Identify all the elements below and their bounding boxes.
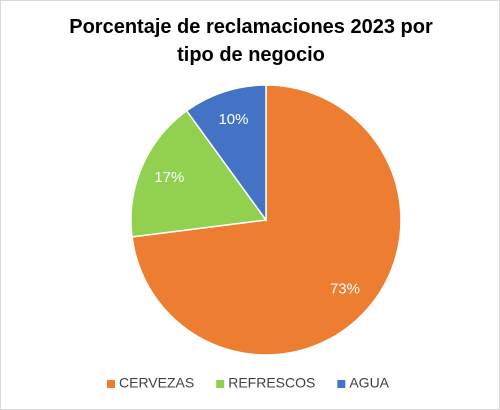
chart-title: Porcentaje de reclamaciones 2023 por tip…	[69, 16, 433, 66]
legend-marker	[216, 380, 225, 388]
pie-slice	[130, 109, 268, 238]
legend-label: CERVEZAS	[119, 375, 194, 391]
data-label: 10%	[218, 111, 248, 128]
data-label: 73%	[330, 281, 360, 298]
legend-marker	[337, 380, 346, 388]
data-label: 17%	[154, 169, 184, 186]
legend-label: AGUA	[349, 375, 389, 391]
pie-slice	[185, 84, 267, 223]
legend-label: REFRESCOS	[228, 375, 315, 391]
legend-marker	[107, 380, 115, 388]
